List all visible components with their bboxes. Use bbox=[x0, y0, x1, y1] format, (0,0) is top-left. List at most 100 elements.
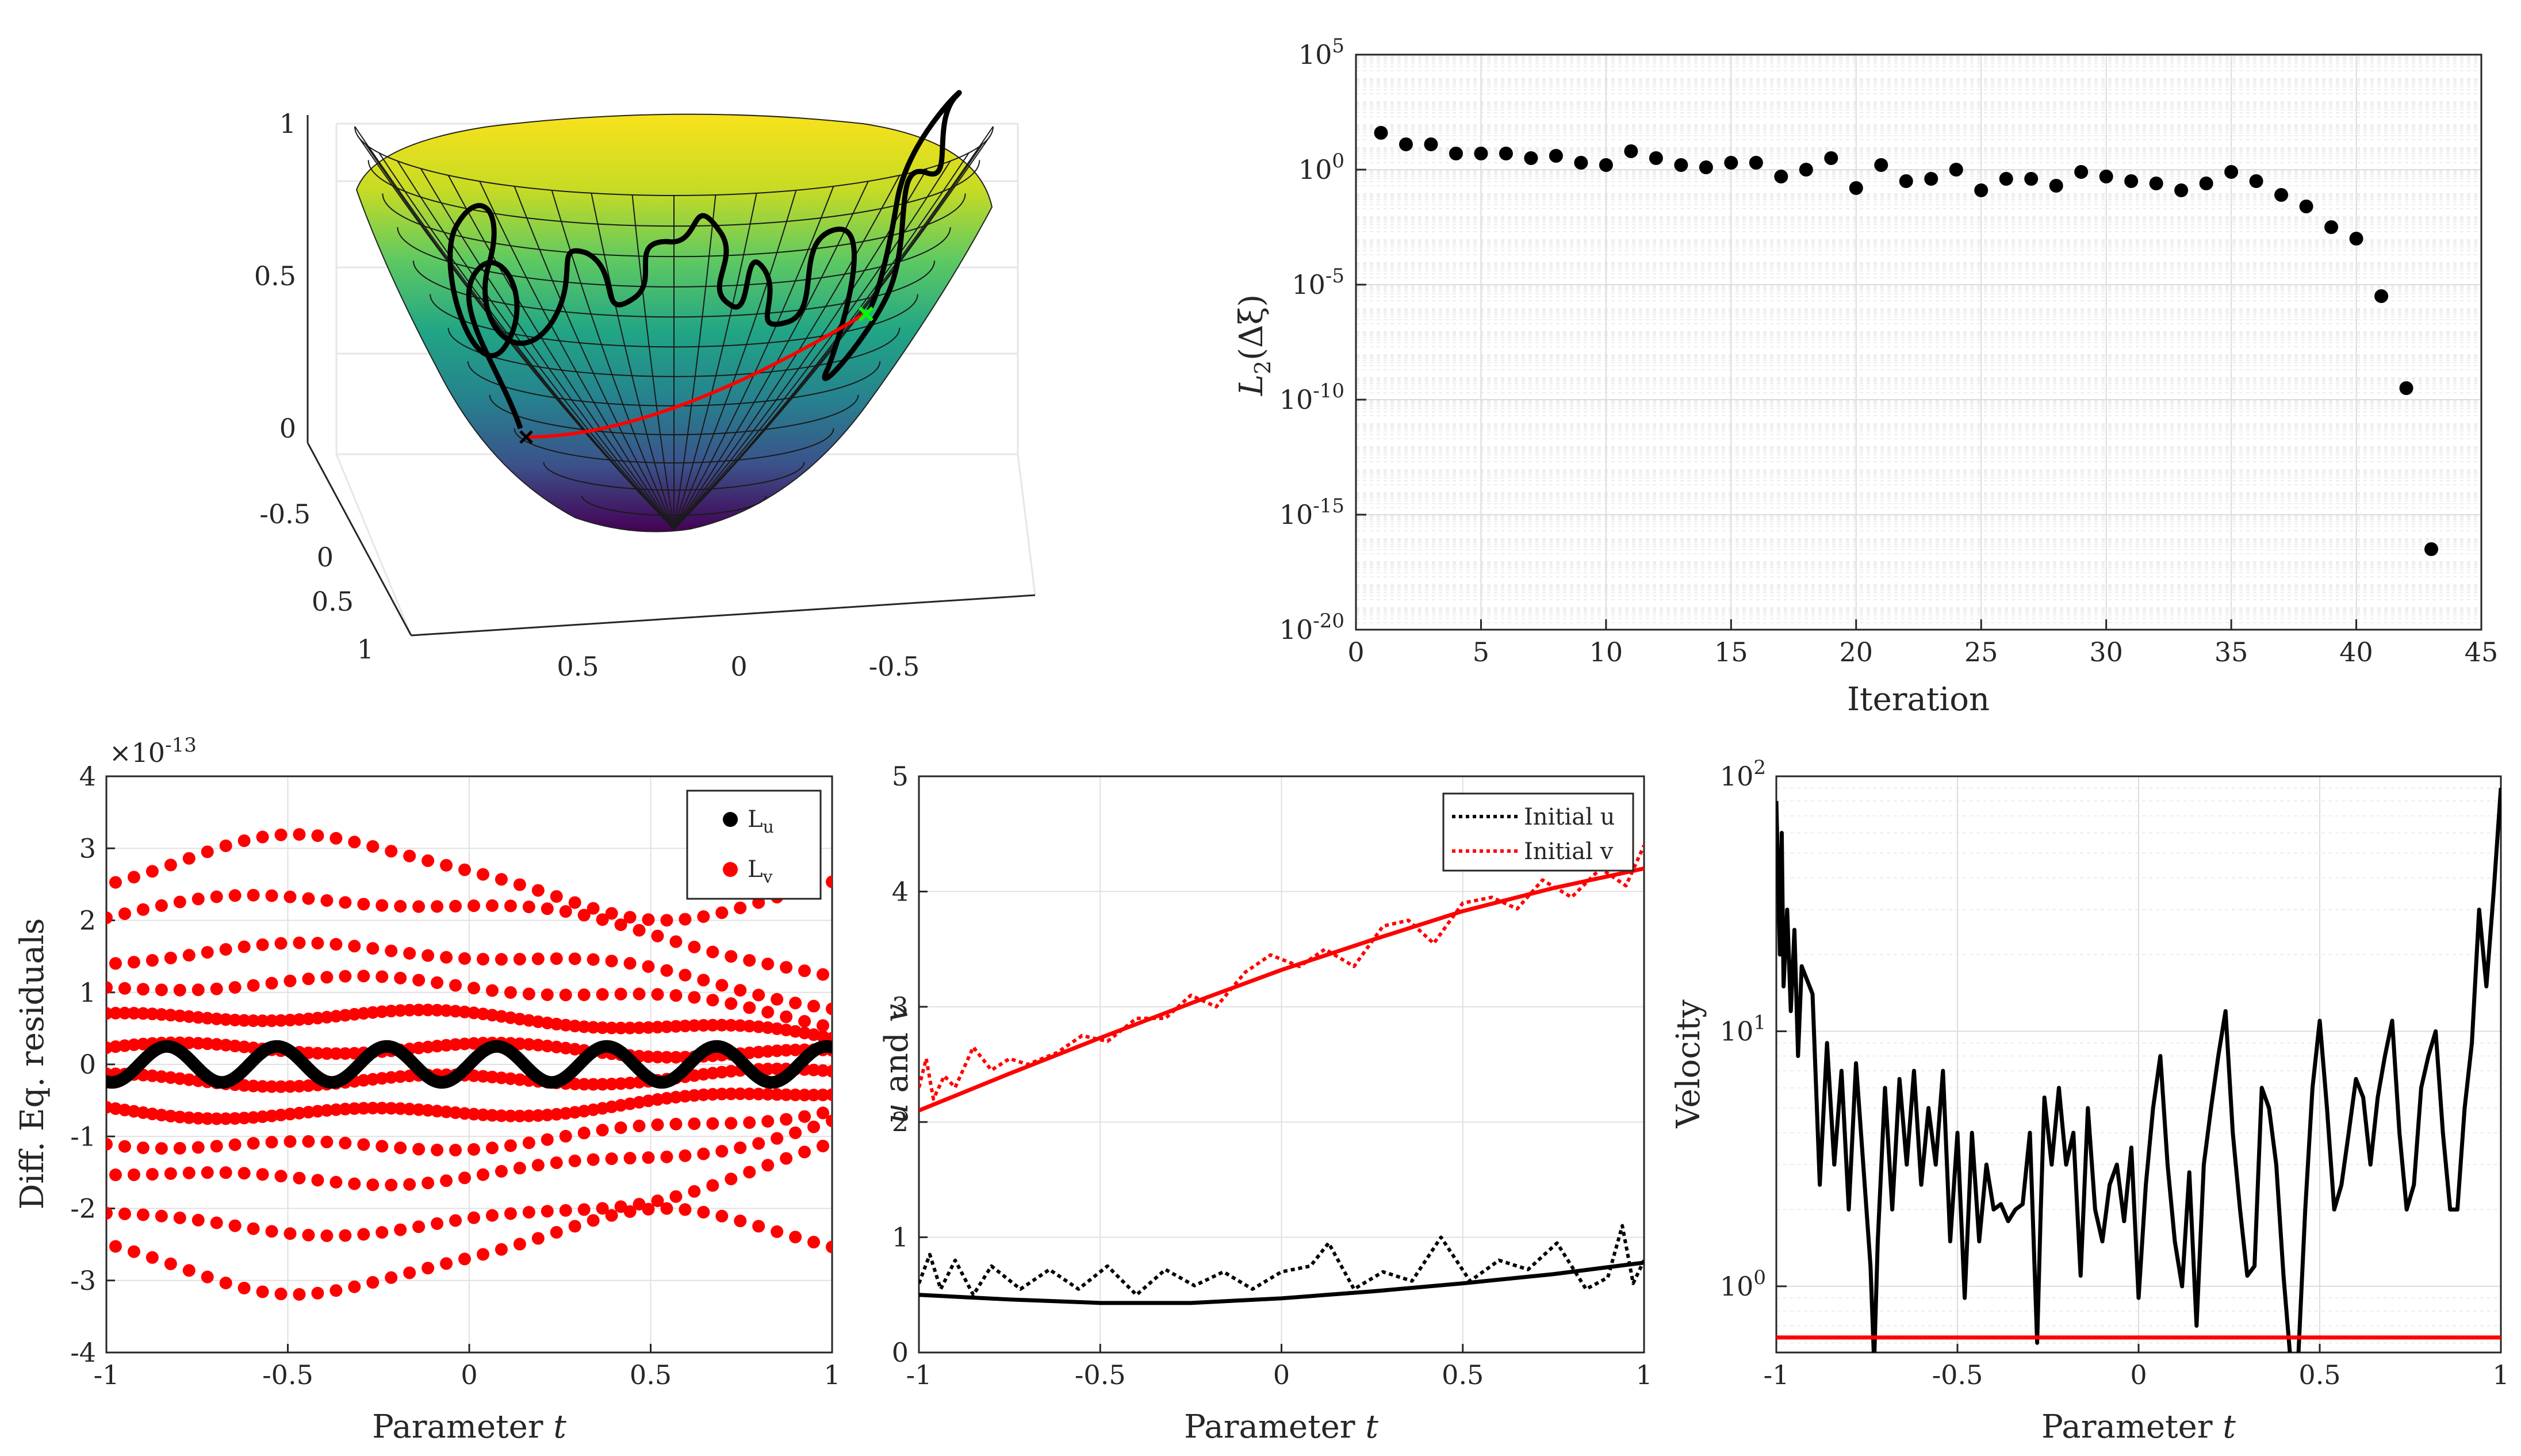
vel-xtick-label: -1 bbox=[1764, 1359, 1790, 1390]
res-point-lv bbox=[798, 964, 811, 978]
trajectory-path bbox=[447, 90, 962, 444]
conv-ytick-label-exp: -5 bbox=[1325, 265, 1344, 288]
uv-line-v bbox=[919, 866, 1644, 1113]
res-point-lv bbox=[145, 1168, 159, 1181]
res-point-lv bbox=[467, 1211, 480, 1224]
res-ytick-label: 3 bbox=[79, 833, 96, 864]
res-point-lv bbox=[219, 1039, 232, 1052]
conv-ytick-label: 10-5 bbox=[1292, 265, 1344, 300]
res-point-lv bbox=[807, 1089, 821, 1102]
res-point-lv bbox=[366, 1006, 380, 1019]
res-point-lv bbox=[339, 1229, 352, 1242]
trajectory-end-marker bbox=[519, 430, 533, 444]
res-point-lv bbox=[164, 1009, 177, 1022]
res-point-lv bbox=[302, 1079, 315, 1093]
conv-point bbox=[1849, 181, 1863, 195]
res-point-lv bbox=[541, 902, 554, 915]
res-point-lv bbox=[531, 952, 545, 965]
res-point-lv bbox=[145, 1069, 159, 1082]
res-point-lv bbox=[669, 989, 683, 1002]
res-point-lv bbox=[228, 1219, 242, 1232]
res-point-lv bbox=[155, 1070, 168, 1083]
res-point-lv bbox=[182, 1010, 196, 1023]
res-point-lv bbox=[807, 1120, 821, 1133]
res-point-lv bbox=[550, 1108, 563, 1121]
res-point-lv bbox=[109, 957, 122, 970]
res-point-lv bbox=[715, 1018, 729, 1032]
res-point-lv bbox=[302, 1012, 315, 1025]
res-point-lv bbox=[302, 1228, 315, 1242]
res-point-lv bbox=[265, 1080, 278, 1093]
res-point-lv bbox=[531, 1232, 545, 1245]
uv-ytick-label: 2 bbox=[892, 1106, 909, 1137]
conv-point bbox=[1974, 183, 1989, 197]
res-point-lv bbox=[173, 1211, 186, 1224]
res-point-lv bbox=[679, 1149, 692, 1162]
res-exponent: ×10-13 bbox=[109, 734, 197, 768]
conv-ylabel: L2(Δξ) bbox=[1233, 294, 1275, 396]
res-point-lv bbox=[385, 1271, 398, 1284]
res-point-lv bbox=[623, 1205, 637, 1218]
res-point-lv bbox=[348, 836, 361, 849]
res-point-lv bbox=[256, 1168, 269, 1181]
res-point-lv bbox=[403, 1102, 416, 1116]
res-point-lv bbox=[761, 1063, 775, 1076]
surface-ztick-label: 1 bbox=[279, 108, 296, 139]
conv-point bbox=[1699, 160, 1713, 174]
res-point-lv bbox=[311, 937, 324, 950]
res-point-lv bbox=[265, 976, 278, 990]
vel-xlabel-var: t bbox=[2223, 1408, 2236, 1446]
conv-ytick-label-exp: 5 bbox=[1332, 35, 1344, 58]
res-point-lv bbox=[807, 1063, 821, 1076]
surface-mesh-meridian bbox=[673, 175, 901, 530]
res-point-lv bbox=[339, 970, 352, 983]
uv-line-initial-u bbox=[919, 1224, 1644, 1297]
res-point-lv bbox=[743, 1116, 756, 1129]
res-point-lv bbox=[752, 1020, 765, 1033]
res-ytick-label: 1 bbox=[79, 977, 96, 1008]
res-point-lv bbox=[522, 1038, 535, 1051]
res-point-lv bbox=[743, 1087, 756, 1101]
res-point-lv bbox=[201, 1112, 214, 1125]
vel-xtick-label: 0.5 bbox=[2298, 1359, 2340, 1390]
res-point-lv bbox=[118, 907, 131, 920]
res-point-lv bbox=[311, 1105, 324, 1118]
surface-mesh-meridian bbox=[551, 190, 675, 530]
res-point-lv bbox=[467, 982, 480, 995]
res-point-lv bbox=[522, 1109, 535, 1122]
res-point-lv bbox=[164, 1257, 177, 1270]
res-point-lv bbox=[219, 943, 232, 956]
res-point-lv bbox=[495, 1164, 508, 1178]
res-point-lv bbox=[348, 1280, 361, 1293]
res-point-lv bbox=[237, 1014, 251, 1027]
res-point-lv bbox=[559, 1204, 572, 1217]
surface-mesh-meridian bbox=[673, 190, 797, 530]
res-point-lv bbox=[458, 863, 472, 876]
uv-legend: Initial u Initial v bbox=[1442, 792, 1634, 872]
res-xtick-label: -1 bbox=[94, 1359, 120, 1390]
res-ylabel: Diff. Eq. residuals bbox=[14, 918, 51, 1209]
surface-mesh-meridian bbox=[479, 181, 675, 530]
res-point-lv bbox=[256, 1014, 269, 1028]
res-point-lv bbox=[173, 1072, 186, 1085]
res-point-lv bbox=[210, 982, 223, 995]
res-point-lv bbox=[771, 1225, 784, 1238]
res-point-lv bbox=[376, 1005, 389, 1018]
res-point-lv bbox=[109, 1168, 122, 1182]
res-point-lv bbox=[660, 1020, 673, 1033]
res-point-lv bbox=[550, 952, 563, 965]
res-point-lv bbox=[247, 1111, 260, 1124]
res-point-lv bbox=[127, 1038, 140, 1051]
res-point-lv bbox=[109, 1240, 122, 1253]
res-point-lv bbox=[422, 1262, 435, 1275]
conv-ylabel-arg: (Δξ) bbox=[1233, 294, 1270, 361]
res-point-lv bbox=[274, 1170, 288, 1183]
conv-xtick-label: 10 bbox=[1589, 637, 1623, 668]
vel-ytick-label-exp: 0 bbox=[1753, 1266, 1766, 1289]
res-point-lv bbox=[293, 1171, 306, 1185]
res-point-lv bbox=[412, 900, 426, 913]
res-point-lv bbox=[182, 852, 196, 865]
res-point-lv bbox=[201, 1270, 214, 1283]
